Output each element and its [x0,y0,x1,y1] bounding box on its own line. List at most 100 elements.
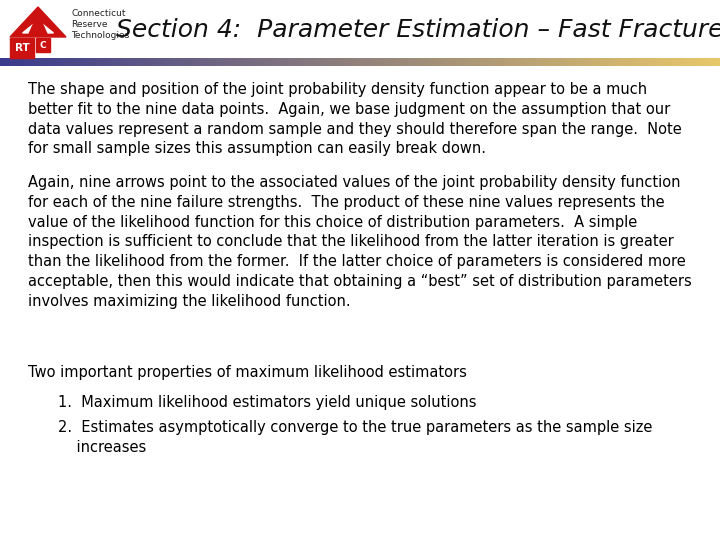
Bar [43,58,45,66]
Bar [718,58,720,66]
Bar [588,58,590,66]
Bar [528,58,531,66]
Bar [329,58,331,66]
Bar [113,58,115,66]
Bar [497,58,499,66]
Bar [120,58,122,66]
Bar [598,58,600,66]
Bar [250,58,252,66]
Bar [581,58,583,66]
Bar [398,58,401,66]
Bar [466,58,468,66]
Bar [252,58,254,66]
Bar [583,58,585,66]
Bar [185,58,187,66]
Bar [535,58,538,66]
Bar [79,58,81,66]
Bar [600,58,603,66]
Bar [348,58,351,66]
Bar [711,58,713,66]
Bar [211,58,214,66]
Bar [27,58,29,66]
Bar [607,58,610,66]
Bar [7,58,9,66]
Bar [331,58,333,66]
Bar [506,58,509,66]
Bar [34,58,36,66]
Bar [12,58,14,66]
Bar [271,58,274,66]
Bar [254,58,257,66]
Bar [36,38,50,52]
Bar [192,58,194,66]
Bar [96,58,99,66]
Bar [684,58,686,66]
Bar [403,58,405,66]
Bar [65,58,67,66]
Bar [286,58,288,66]
Bar [9,58,12,66]
Bar [516,58,518,66]
Bar [571,58,574,66]
Bar [499,58,502,66]
Bar [281,58,283,66]
Bar [36,58,38,66]
Bar [91,58,94,66]
Bar [153,58,156,66]
Bar [698,58,701,66]
Bar [629,58,631,66]
Bar [351,58,353,66]
Bar [103,58,106,66]
Bar [441,58,444,66]
Bar [355,58,358,66]
Bar [675,58,677,66]
Bar [135,58,137,66]
Bar [173,58,175,66]
Bar [55,58,58,66]
Bar [713,58,715,66]
Bar [437,58,439,66]
Bar [45,58,48,66]
Bar [41,58,43,66]
Bar [394,58,396,66]
Bar [207,58,209,66]
Bar [648,58,650,66]
Bar [67,58,70,66]
Bar [585,58,588,66]
Bar [99,58,101,66]
Bar [106,58,108,66]
Bar [701,58,703,66]
Bar [382,58,384,66]
Bar [401,58,403,66]
Bar [130,58,132,66]
Bar [333,58,336,66]
Bar [233,58,235,66]
Bar [2,58,5,66]
Bar [540,58,542,66]
Bar [410,58,413,66]
Bar [168,58,171,66]
Bar [84,58,86,66]
Bar [194,58,197,66]
Bar [653,58,655,66]
Bar [650,58,653,66]
Bar [446,58,449,66]
Bar [38,58,41,66]
Bar [655,58,657,66]
Bar [60,58,63,66]
Bar [634,58,636,66]
Bar [495,58,497,66]
Bar [696,58,698,66]
Bar [101,58,103,66]
Bar [161,58,163,66]
Bar [290,58,293,66]
Bar [521,58,523,66]
Bar [569,58,571,66]
Bar [660,58,662,66]
Bar [31,58,34,66]
Bar [72,58,74,66]
Bar [672,58,675,66]
Bar [94,58,96,66]
Polygon shape [29,14,47,34]
Bar [144,58,146,66]
